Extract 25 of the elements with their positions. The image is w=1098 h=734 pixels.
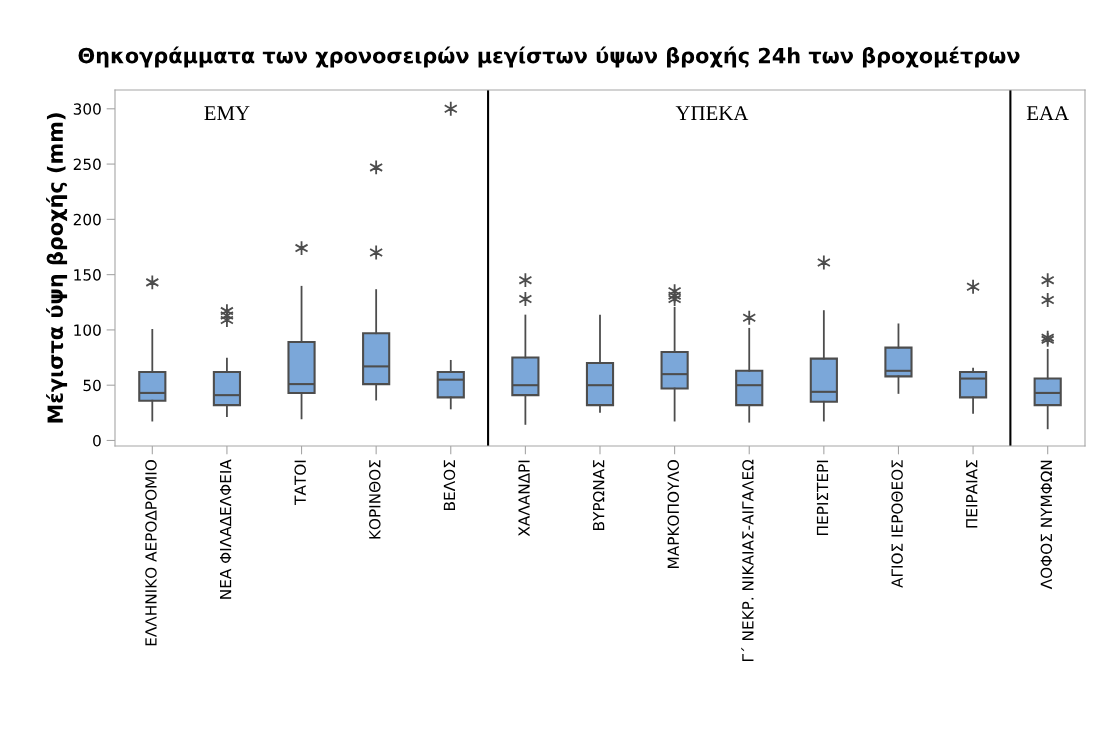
x-tick-label: ΒΥΡΩΝΑΣ bbox=[592, 460, 605, 530]
y-tick-label: 0 bbox=[93, 434, 101, 447]
x-tick-label: ΚΟΡΙΝΘΟΣ bbox=[369, 460, 381, 539]
y-axis-title: Μέγιστα ύψη βροχής (mm) bbox=[46, 113, 68, 423]
x-tick-label: ΠΕΡΙΣΤΕΡΙ bbox=[816, 460, 829, 535]
chart-title: Θηκογράμματα των χρονοσειρών μεγίστων ύψων βροχής 24h των βροχομέτρων bbox=[78, 46, 1020, 68]
x-tick-label: ΝΕΑ ΦΙΛΑΔΕΛΦΕΙΑ bbox=[220, 459, 232, 599]
y-tick-label: 250 bbox=[73, 158, 101, 171]
annotation: ΕΑΑ bbox=[1026, 106, 1069, 120]
x-tick-label: ΤΑΤΟΙ bbox=[294, 460, 306, 505]
x-tick-label: Γ΄ ΝΕΚΡ. ΝΙΚΑΙΑΣ-ΑΙΓΑΛΕΩ bbox=[741, 459, 754, 661]
x-tick-label: ΜΑΡΚΟΠΟΥΛΟ bbox=[667, 460, 680, 568]
y-tick-label: 50 bbox=[83, 379, 101, 392]
x-tick-label: ΕΛΛΗΝΙΚΟ ΑΕΡΟΔΡΟΜΙΟ bbox=[145, 460, 157, 646]
y-tick-label: 150 bbox=[74, 269, 101, 281]
x-tick-label: ΑΓΙΟΣ ΙΕΡΟΘΕΟΣ bbox=[891, 460, 903, 588]
x-tick-label: ΠΕΙΡΑΙΑΣ bbox=[966, 460, 978, 528]
x-tick-label: ΧΑΛΑΝΔΡΙ bbox=[518, 460, 530, 537]
x-tick-label: ΒΕΛΟΣ bbox=[443, 460, 456, 510]
x-tick-label: ΛΟΦΟΣ ΝΥΜΦΩΝ bbox=[1040, 460, 1053, 590]
y-tick-label: 200 bbox=[73, 213, 101, 226]
annotation: ΕΜΥ bbox=[204, 106, 250, 120]
y-tick-label: 100 bbox=[74, 324, 101, 336]
y-tick-label: 300 bbox=[73, 103, 101, 115]
annotation: ΥΠΕΚΑ bbox=[675, 106, 749, 120]
